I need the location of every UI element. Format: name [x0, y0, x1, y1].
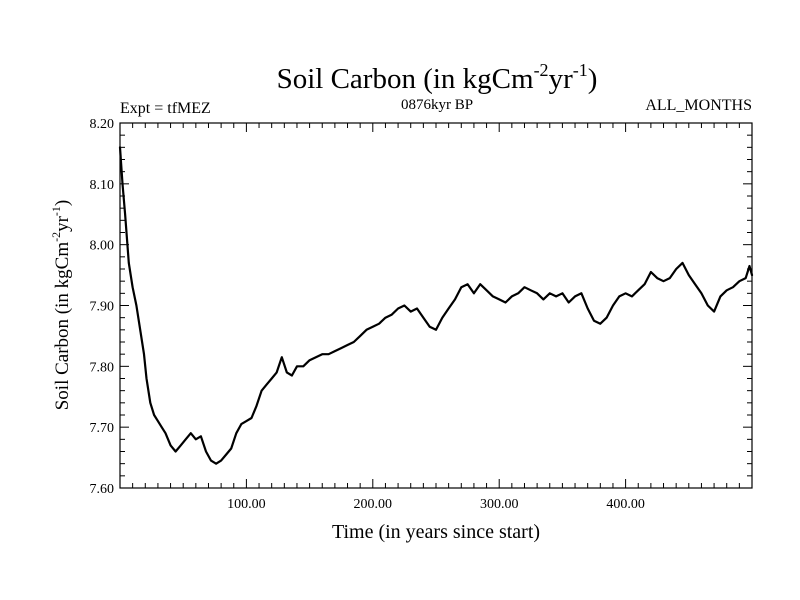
y-tick-label: 8.20	[90, 117, 115, 132]
y-tick-label: 7.60	[90, 482, 115, 497]
months-label: ALL_MONTHS	[645, 97, 752, 114]
x-tick-label: 100.00	[227, 497, 266, 512]
series-layer	[118, 146, 754, 465]
period-label: 0876kyr BP	[401, 97, 473, 113]
y-tick-labels: 7.60 7.70 7.80 7.90 8.00 8.10 8.20	[90, 117, 115, 497]
experiment-label: Expt = tfMEZ	[120, 100, 211, 117]
y-tick-label: 7.70	[90, 421, 115, 436]
y-tick-label: 8.00	[90, 239, 115, 254]
y-tick-label: 7.90	[90, 300, 115, 315]
x-tick-labels: 100.00 200.00 300.00 400.00	[227, 497, 645, 512]
y-tick-label: 8.10	[90, 178, 115, 193]
y-tick-label: 7.80	[90, 360, 115, 375]
chart-title: Soil Carbon (in kgCm-2yr-1)	[277, 60, 598, 95]
x-axis-label: Time (in years since start)	[332, 521, 540, 543]
series-line-0	[118, 146, 754, 465]
x-tick-label: 300.00	[480, 497, 519, 512]
axis-ticks	[120, 123, 752, 488]
x-tick-label: 200.00	[354, 497, 393, 512]
plot-frame	[119, 122, 753, 489]
x-tick-label: 400.00	[606, 497, 645, 512]
y-axis-label: Soil Carbon (in kgCm-2yr-1)	[49, 200, 73, 411]
